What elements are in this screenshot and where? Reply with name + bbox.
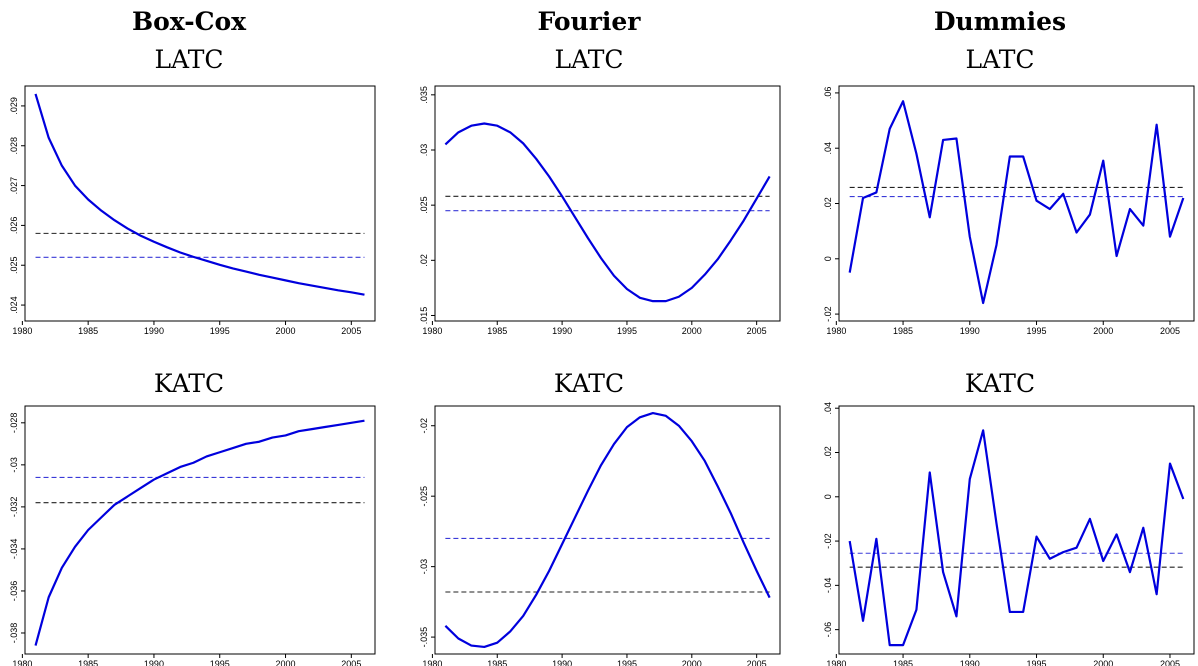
- y-tick-label: .02: [419, 254, 429, 267]
- y-tick-label: .02: [823, 197, 833, 210]
- x-tick-label: 2005: [747, 659, 767, 666]
- y-tick-label: .028: [9, 137, 19, 155]
- x-tick-label: 1980: [826, 659, 846, 666]
- x-tick-label: 1990: [144, 659, 164, 666]
- x-tick-label: 1985: [487, 326, 507, 336]
- y-tick-label: -.04: [823, 578, 833, 594]
- y-tick-label: .06: [823, 87, 833, 100]
- y-tick-label: .025: [9, 256, 19, 274]
- y-tick-label: -.025: [419, 486, 429, 507]
- y-tick-label: -.02: [823, 306, 833, 322]
- plot-frame: [24, 85, 376, 322]
- x-tick-label: 1985: [893, 659, 913, 666]
- series-line: [34, 419, 365, 646]
- series-line: [34, 93, 365, 296]
- plot-frame: [434, 405, 781, 655]
- panel-katc-boxcox: KATC 1980 1985 1990 1995 2000 2005 -.038 -.036 -.…: [9, 369, 376, 666]
- y-tick-label: 0: [823, 256, 833, 261]
- x-tick-label: 1980: [826, 326, 846, 336]
- plot-frame: [24, 405, 376, 655]
- column-title-dummies: Dummies: [934, 7, 1066, 36]
- plot-frame: [838, 405, 1195, 655]
- y-tick-label: .015: [419, 307, 429, 325]
- panel-title: LATC: [965, 45, 1034, 74]
- x-tick-label: 1990: [960, 326, 980, 336]
- series-line: [444, 411, 771, 649]
- x-tick-label: 2000: [1093, 326, 1113, 336]
- y-tick-label: .035: [419, 86, 429, 104]
- x-tick-label: 2000: [682, 326, 702, 336]
- x-tick-label: 1995: [210, 326, 230, 336]
- x-tick-label: 2000: [1093, 659, 1113, 666]
- panel-title: LATC: [154, 45, 223, 74]
- panel-title: LATC: [554, 45, 623, 74]
- panel-title: KATC: [965, 369, 1035, 398]
- y-tick-label: -.036: [9, 581, 19, 602]
- x-tick-label: 2005: [1160, 326, 1180, 336]
- y-tick-label: .026: [9, 217, 19, 235]
- x-tick-label: 1985: [78, 659, 98, 666]
- y-tick-label: -.028: [9, 413, 19, 434]
- y-tick-label: .04: [823, 402, 833, 415]
- series-line: [848, 429, 1185, 647]
- y-tick-label: 0: [823, 494, 833, 499]
- column-title-boxcox: Box-Cox: [132, 7, 247, 36]
- x-tick-label: 1995: [617, 659, 637, 666]
- x-tick-label: 1990: [552, 326, 572, 336]
- y-tick-label: .04: [823, 142, 833, 155]
- x-tick-label: 1980: [422, 659, 442, 666]
- x-tick-label: 1995: [1027, 659, 1047, 666]
- x-tick-label: 2000: [276, 659, 296, 666]
- series-line: [444, 122, 771, 303]
- y-tick-label: -.032: [9, 497, 19, 518]
- x-tick-label: 1990: [552, 659, 572, 666]
- x-tick-label: 1980: [12, 326, 32, 336]
- panel-title: KATC: [554, 369, 624, 398]
- y-tick-label: .024: [9, 296, 19, 314]
- y-tick-label: -.038: [9, 623, 19, 644]
- panel-latc-dummies: LATC 1980 1985 1990 1995 2000 2005 -.02 0 .02 .04.…: [823, 45, 1195, 336]
- y-tick-label: -.02: [419, 418, 429, 434]
- x-tick-label: 2005: [1160, 659, 1180, 666]
- panel-title: KATC: [154, 369, 224, 398]
- plot-frame: [434, 85, 781, 322]
- y-tick-label: -.034: [9, 539, 19, 560]
- x-tick-label: 2000: [276, 326, 296, 336]
- panel-katc-fourier: KATC 1980 1985 1990 1995 2000 2005 -.035 -.03 -.0…: [419, 369, 781, 666]
- x-tick-label: 2000: [682, 659, 702, 666]
- y-tick-label: -.06: [823, 622, 833, 638]
- column-title-fourier: Fourier: [538, 7, 642, 36]
- x-tick-label: 1985: [893, 326, 913, 336]
- y-tick-label: .025: [419, 196, 429, 214]
- panel-latc-boxcox: LATC 1980 1985 1990 1995 2000 2005 .024 .025 .026…: [9, 45, 376, 336]
- x-tick-label: 1995: [1027, 326, 1047, 336]
- x-tick-label: 1980: [12, 659, 32, 666]
- y-tick-label: -.03: [9, 457, 19, 473]
- x-tick-label: 1995: [210, 659, 230, 666]
- x-tick-label: 1990: [144, 326, 164, 336]
- y-tick-label: .029: [9, 97, 19, 115]
- y-tick-label: -.02: [823, 533, 833, 549]
- y-tick-label: -.03: [419, 559, 429, 575]
- y-tick-label: .027: [9, 177, 19, 195]
- y-tick-label: -.035: [419, 627, 429, 648]
- x-tick-label: 1985: [487, 659, 507, 666]
- x-tick-label: 2005: [341, 326, 361, 336]
- x-tick-label: 1980: [422, 326, 442, 336]
- series-line: [848, 100, 1185, 305]
- x-tick-label: 2005: [341, 659, 361, 666]
- x-tick-label: 2005: [747, 326, 767, 336]
- y-tick-label: .03: [419, 144, 429, 157]
- x-tick-label: 1990: [960, 659, 980, 666]
- x-tick-label: 1995: [617, 326, 637, 336]
- x-tick-label: 1985: [78, 326, 98, 336]
- panel-katc-dummies: KATC 1980 1985 1990 1995 2000 2005 -.06 -.04 -.02…: [823, 369, 1195, 666]
- y-tick-label: .02: [823, 446, 833, 459]
- panel-latc-fourier: LATC 1980 1985 1990 1995 2000 2005 .015 .02 .025.…: [419, 45, 781, 336]
